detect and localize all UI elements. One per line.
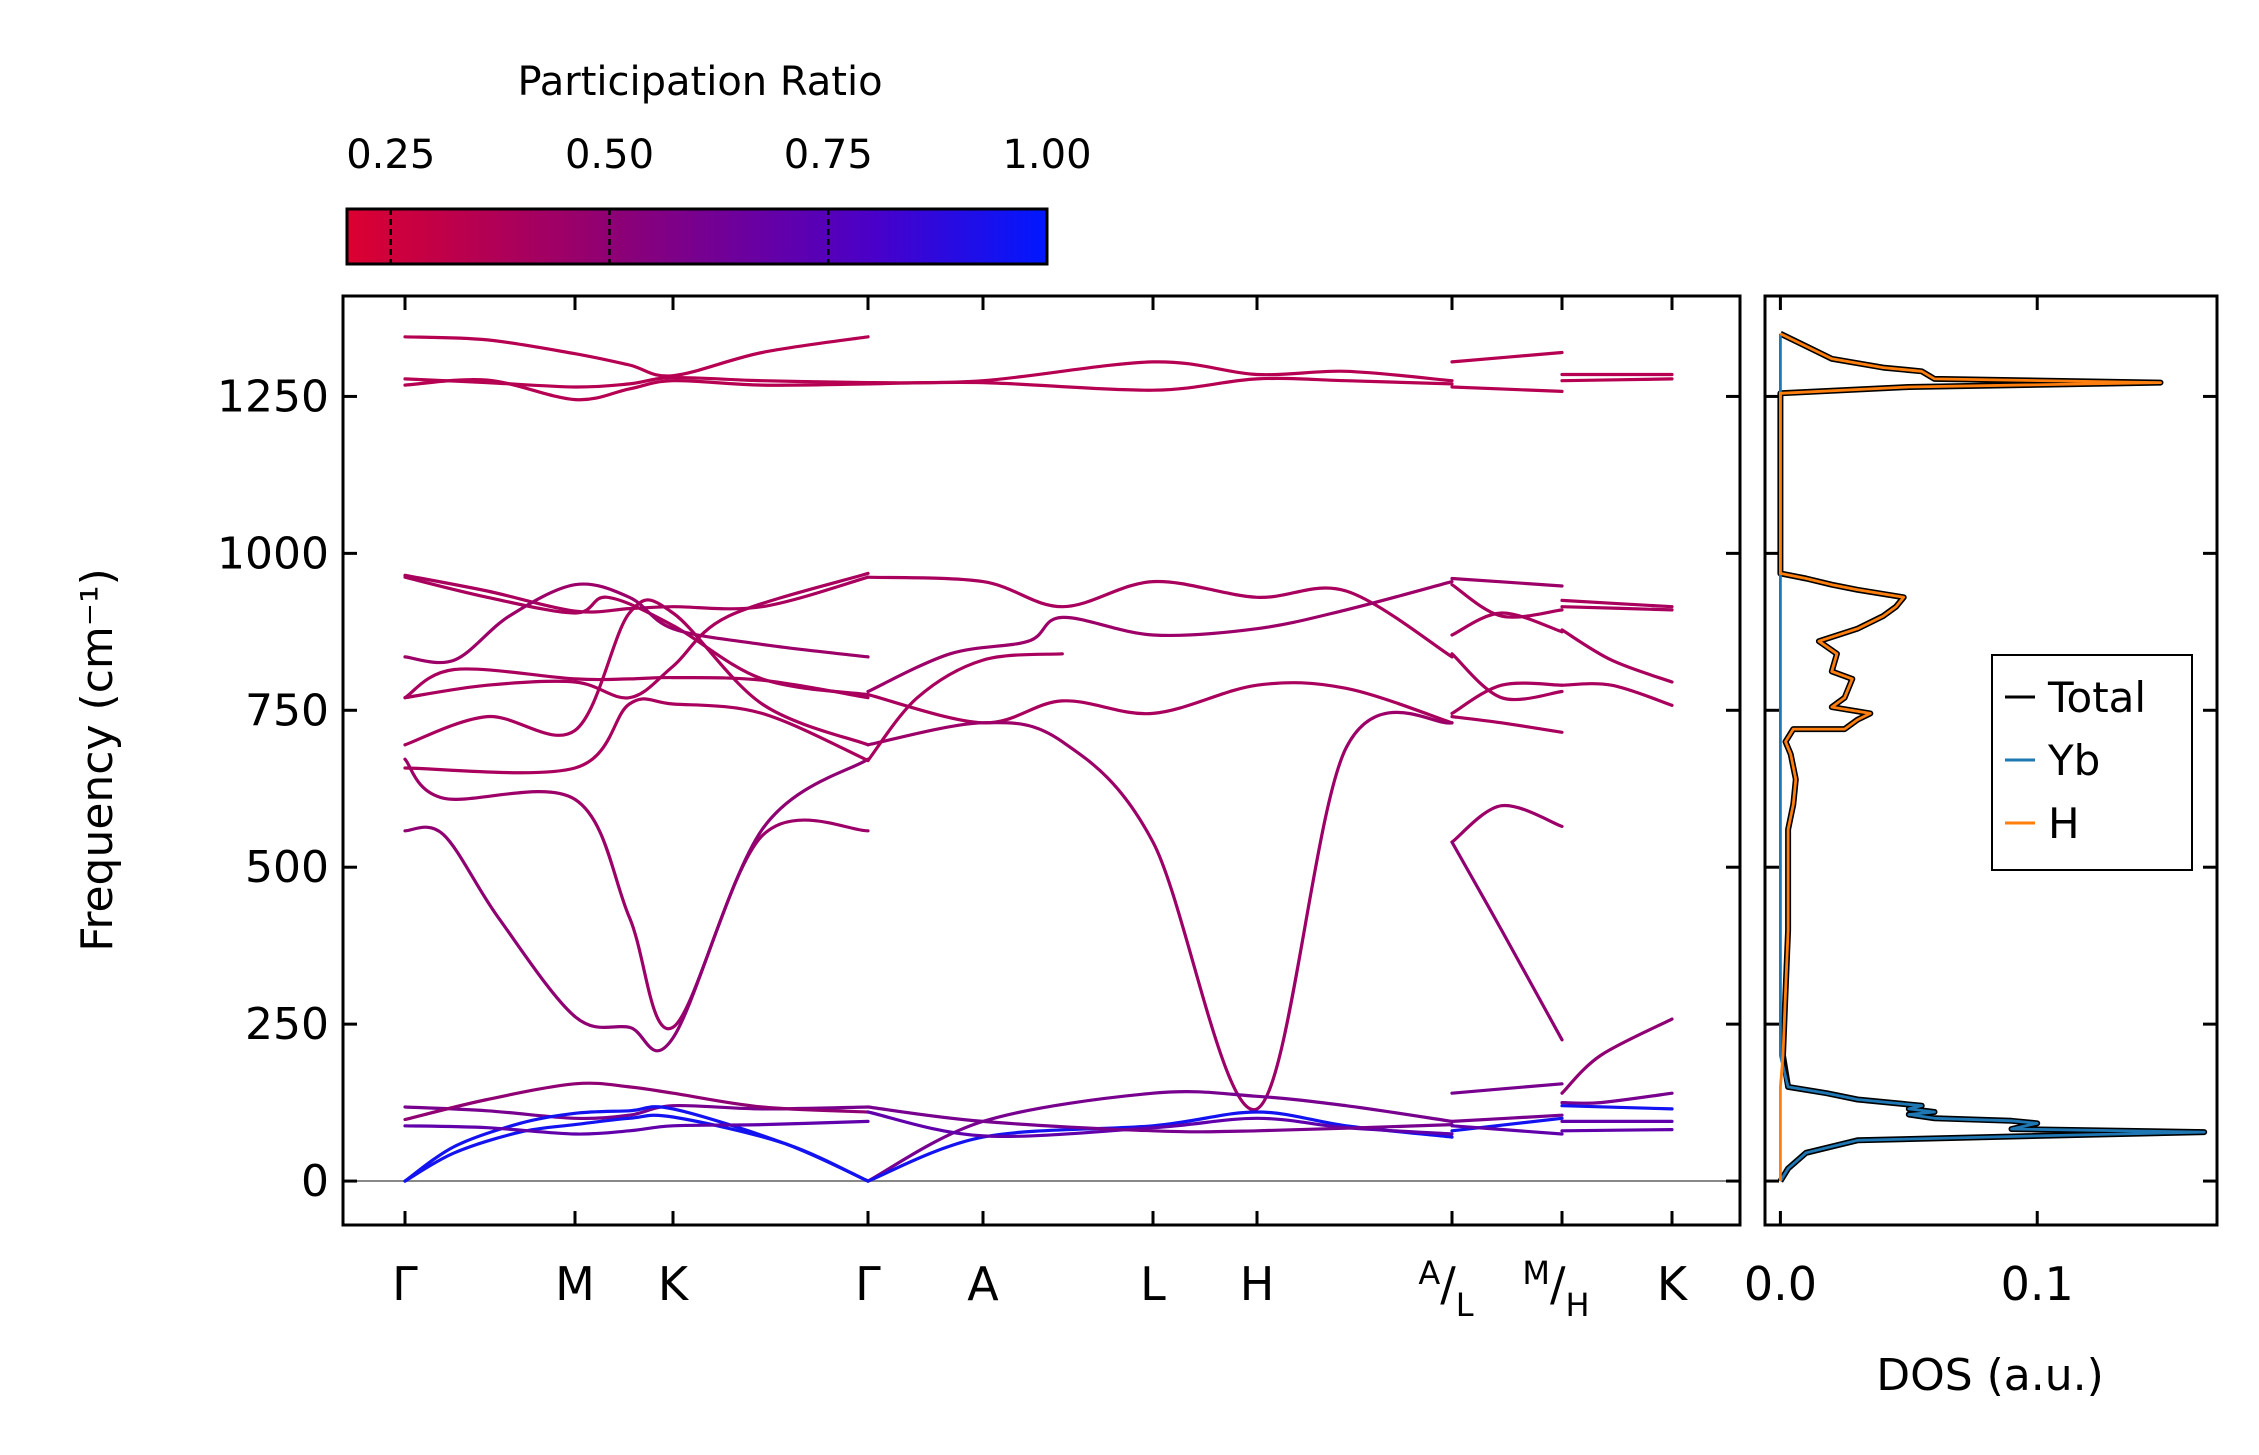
band-line-seg2-b2: [1450, 576, 1564, 588]
band-line-seg0-b16: [403, 1119, 870, 1136]
dos-curves: [1777, 331, 2208, 1183]
band-line-seg1-b1: [866, 376, 1454, 392]
x-tick-label: Γ: [855, 1257, 881, 1311]
legend-box: [1991, 654, 2193, 871]
x-tick-label: A: [967, 1257, 999, 1311]
dos-x-ticks: 0.0 0.1: [1744, 296, 2074, 1311]
band-line-seg0-b11: [403, 697, 870, 775]
band-line-seg3-b6: [1560, 1017, 1674, 1095]
band-line-seg2-b5: [1450, 652, 1564, 702]
band-line-seg0-b0: [403, 335, 870, 378]
band-line-seg3-b8: [1560, 1104, 1674, 1111]
y-tick-label: 0: [301, 1156, 329, 1207]
band-line-seg1-b10: [866, 1105, 1454, 1134]
dos-x-tick-label: 0.0: [1744, 1257, 1817, 1311]
x-tick-label: M: [555, 1257, 595, 1311]
band-line-seg2-b1: [1450, 385, 1564, 393]
band-line-seg2-b6: [1450, 681, 1564, 715]
band-line-seg3-b7: [1560, 1091, 1674, 1105]
y-tick-label: 750: [245, 685, 329, 736]
band-line-seg1-b3: [866, 580, 1454, 694]
band-line-seg3-b3: [1560, 598, 1674, 609]
legend-label-total: Total: [2047, 673, 2146, 722]
x-tick-label: M/H: [1522, 1254, 1589, 1324]
colorbar-tick-label: 1.00: [1002, 132, 1091, 178]
band-line-seg0-b2: [403, 378, 870, 402]
band-line-seg2-b9: [1450, 840, 1564, 1042]
band-line-seg1-b6: [866, 652, 1064, 763]
band-line-seg3-b1: [1560, 377, 1674, 383]
band-line-seg1-b7: [866, 1090, 1454, 1183]
y-tick-label: 250: [245, 999, 329, 1050]
x-tick-label: A/L: [1418, 1254, 1473, 1324]
band-line-seg2-b3: [1450, 583, 1564, 619]
y-tick-label: 500: [245, 842, 329, 893]
band-structure-panel: 0 250 500 750 1000 1250 Γ M K Γ A L H A/L M/H K Freque…: [72, 294, 1742, 1324]
band-line-seg0-b6: [403, 667, 870, 700]
main-axes-frame: [341, 294, 1742, 1227]
dos-legend: Total Yb H: [1991, 654, 2193, 871]
dos-panel: 0.0 0.1 DOS (a.u.) Total Yb H: [1744, 294, 2219, 1401]
x-tick-label: K: [658, 1257, 690, 1311]
dos-x-axis-label: DOS (a.u.): [1876, 1350, 2104, 1401]
legend-label-h: H: [2048, 799, 2080, 848]
band-line-seg2-b10: [1450, 1082, 1564, 1095]
band-line-seg3-b4: [1560, 628, 1674, 684]
band-line-seg3-b2: [1560, 605, 1674, 612]
band-line-seg0-b3: [403, 573, 870, 614]
band-line-seg1-b4: [866, 681, 1454, 725]
band-line-seg0-b15: [403, 1113, 870, 1183]
colorbar: Participation Ratio 0.25 0.50 0.75 1.00: [345, 59, 1092, 266]
main-y-ticks: 0 250 500 750 1000 1250: [217, 371, 1740, 1207]
colorbar-label: Participation Ratio: [517, 59, 882, 105]
band-line-seg2-b8: [1450, 804, 1564, 844]
colorbar-tick-label: 0.25: [346, 132, 435, 178]
band-line-seg2-b7: [1450, 715, 1564, 734]
x-tick-label: Γ: [392, 1257, 418, 1311]
band-line-seg0-b9: [403, 757, 870, 1031]
band-line-seg0-b10: [403, 757, 870, 1053]
band-line-seg3-b5: [1560, 682, 1674, 707]
band-line-seg2-b12: [1450, 1116, 1564, 1133]
dos-axes-frame: [1763, 294, 2219, 1227]
band-line-seg0-b7: [403, 571, 870, 700]
colorbar-ticks: 0.25 0.50 0.75 1.00: [346, 132, 1092, 264]
band-line-seg2-b11: [1450, 1113, 1564, 1123]
band-line-seg1-b5: [866, 710, 1454, 1112]
dos-x-tick-label: 0.1: [2001, 1257, 2074, 1311]
y-tick-label: 1000: [217, 528, 329, 579]
band-line-seg3-b10: [1560, 1128, 1674, 1133]
band-line-seg0-b5: [403, 582, 870, 665]
band-line-seg0-b4: [403, 575, 870, 697]
band-line-seg2-b13: [1450, 1124, 1564, 1136]
band-line-seg2-b0: [1450, 350, 1564, 364]
band-line-seg0-b1: [403, 375, 870, 389]
band-line-seg0-b13: [403, 1081, 870, 1122]
y-axis-label: Frequency (cm⁻¹): [72, 568, 123, 952]
band-line-seg2-b4: [1450, 611, 1564, 637]
band-line-seg1-b8: [866, 1110, 1454, 1183]
phonon-bands: [403, 335, 1674, 1183]
main-x-ticks: Γ M K Γ A L H A/L M/H K: [392, 296, 1689, 1324]
band-line-seg1-b2: [866, 575, 1454, 659]
x-tick-label: H: [1240, 1257, 1275, 1311]
colorbar-tick-label: 0.75: [784, 132, 873, 178]
x-tick-label: L: [1140, 1257, 1166, 1311]
dos-y-ticks: [1765, 394, 2217, 1183]
y-tick-label: 1250: [217, 371, 329, 422]
x-tick-label: K: [1657, 1257, 1689, 1311]
colorbar-tick-label: 0.50: [565, 132, 654, 178]
colorbar-gradient: [345, 207, 1049, 266]
legend-label-yb: Yb: [2047, 736, 2100, 785]
band-line-seg0-b8: [403, 598, 870, 747]
dos-line-h: [1779, 332, 2162, 1182]
